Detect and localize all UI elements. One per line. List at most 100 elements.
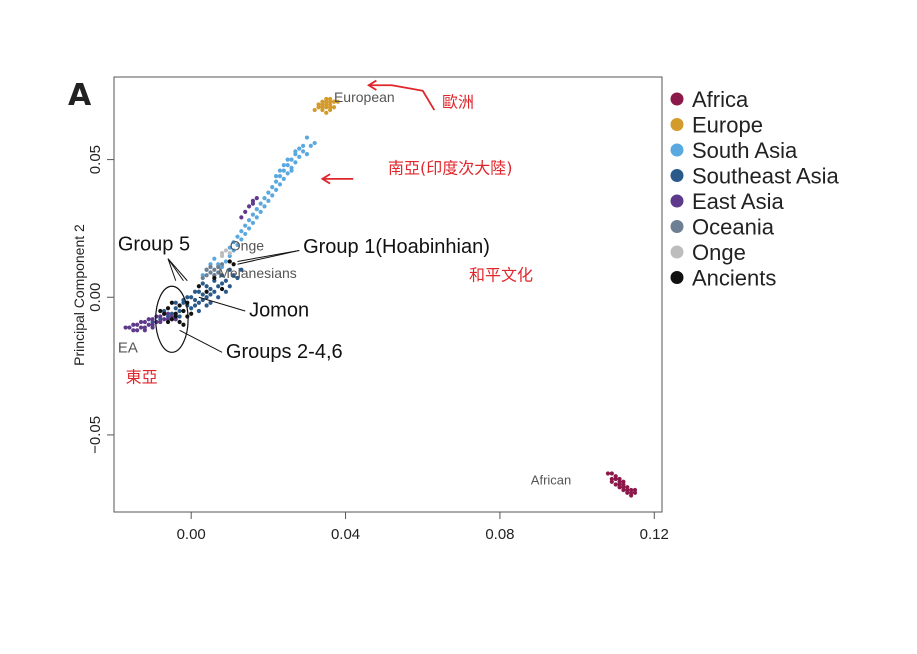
point-south-asia	[281, 163, 286, 168]
legend-swatch-europe	[670, 118, 684, 131]
plot-frame	[113, 76, 663, 513]
point-south-asia	[231, 240, 236, 245]
point-east-asia	[138, 319, 144, 325]
legend-swatch-oceania	[670, 220, 684, 233]
point-europe	[324, 110, 329, 115]
point-south-asia	[293, 149, 298, 154]
point-east-asia	[135, 322, 140, 327]
point-east-asia	[158, 319, 163, 325]
point-south-asia	[262, 204, 267, 209]
point-oceania	[208, 264, 213, 270]
legend-swatch-southeast-asia	[670, 169, 684, 182]
point-onge	[223, 248, 229, 253]
point-east-asia	[142, 328, 147, 333]
point-southeast-asia	[216, 295, 221, 300]
point-southeast-asia	[235, 275, 240, 281]
red-arrow-head	[320, 173, 331, 185]
point-ancients	[177, 319, 182, 325]
point-south-asia	[285, 163, 290, 168]
point-southeast-asia	[192, 303, 198, 308]
point-east-asia	[127, 325, 132, 330]
red-note-0: 歐洲	[442, 92, 474, 111]
point-europe	[312, 107, 317, 113]
point-east-asia	[142, 319, 147, 325]
point-ancients	[196, 284, 202, 289]
point-oceania	[212, 267, 217, 272]
point-south-asia	[258, 209, 263, 215]
legend-label-europe: Europe	[692, 113, 763, 138]
point-south-asia	[289, 168, 294, 173]
annotation-ea: EA	[118, 339, 138, 356]
point-oceania	[216, 270, 221, 275]
annotation-overlays	[155, 79, 436, 353]
point-south-asia	[243, 223, 248, 228]
annotation-african: African	[531, 472, 571, 487]
point-southeast-asia	[216, 284, 221, 289]
point-europe	[328, 99, 333, 104]
point-south-asia	[227, 245, 232, 250]
point-europe	[328, 105, 333, 110]
point-ancients	[212, 275, 217, 281]
point-east-asia	[165, 311, 171, 316]
point-southeast-asia	[196, 300, 202, 305]
point-onge	[227, 251, 232, 256]
point-southeast-asia	[196, 289, 202, 294]
point-africa	[617, 482, 622, 487]
point-southeast-asia	[204, 295, 209, 300]
point-south-asia	[239, 229, 244, 234]
point-south-asia	[285, 171, 290, 176]
point-europe	[331, 105, 337, 110]
point-oceania	[200, 275, 205, 281]
point-southeast-asia	[192, 297, 198, 303]
point-ancients	[204, 289, 209, 294]
legend-label-ancients: Ancients	[692, 266, 776, 291]
leader-line	[179, 329, 223, 353]
point-east-asia	[135, 328, 140, 333]
point-ancients	[169, 317, 174, 322]
legend-label-onge: Onge	[692, 240, 746, 265]
point-southeast-asia	[231, 273, 236, 278]
point-ancients	[189, 311, 194, 316]
point-south-asia	[281, 176, 286, 181]
legend-swatch-south-asia	[670, 143, 684, 157]
y-axis-title: Principal Component 2	[71, 224, 87, 366]
point-africa	[621, 485, 626, 490]
x-tick-label: 0.12	[640, 526, 669, 543]
point-southeast-asia	[223, 278, 229, 283]
point-oceania	[216, 264, 221, 270]
point-onge	[219, 253, 225, 259]
point-south-asia	[246, 226, 252, 231]
point-east-asia	[239, 215, 244, 220]
point-south-asia	[266, 198, 271, 203]
red-arrow	[368, 84, 436, 111]
annotation-groups-2-4-6: Groups 2-4,6	[226, 341, 343, 363]
annotation-melanesians: Melanesians	[218, 265, 297, 281]
point-east-asia	[158, 314, 163, 319]
point-south-asia	[293, 160, 298, 165]
x-tick-label: 0.04	[331, 526, 360, 543]
point-europe	[320, 99, 325, 104]
point-southeast-asia	[196, 308, 202, 314]
point-south-asia	[258, 201, 263, 206]
y-axis: 0.05 0.00 −0.05	[87, 145, 114, 454]
point-southeast-asia	[200, 292, 205, 297]
point-south-asia	[312, 140, 317, 146]
point-africa	[613, 482, 618, 487]
point-southeast-asia	[219, 281, 225, 286]
point-east-asia	[138, 325, 144, 330]
point-east-asia	[131, 322, 136, 327]
point-east-asia	[146, 317, 151, 322]
panel-label: A	[68, 78, 92, 113]
leader-line	[167, 258, 188, 282]
point-oceania	[208, 270, 213, 275]
point-ancients	[185, 314, 190, 319]
point-southeast-asia	[192, 289, 198, 294]
point-africa	[621, 479, 626, 484]
point-southeast-asia	[208, 292, 213, 297]
point-southeast-asia	[189, 306, 194, 311]
point-europe	[331, 99, 337, 104]
point-africa	[609, 479, 614, 484]
point-south-asia	[277, 174, 283, 179]
point-east-asia	[246, 204, 252, 209]
